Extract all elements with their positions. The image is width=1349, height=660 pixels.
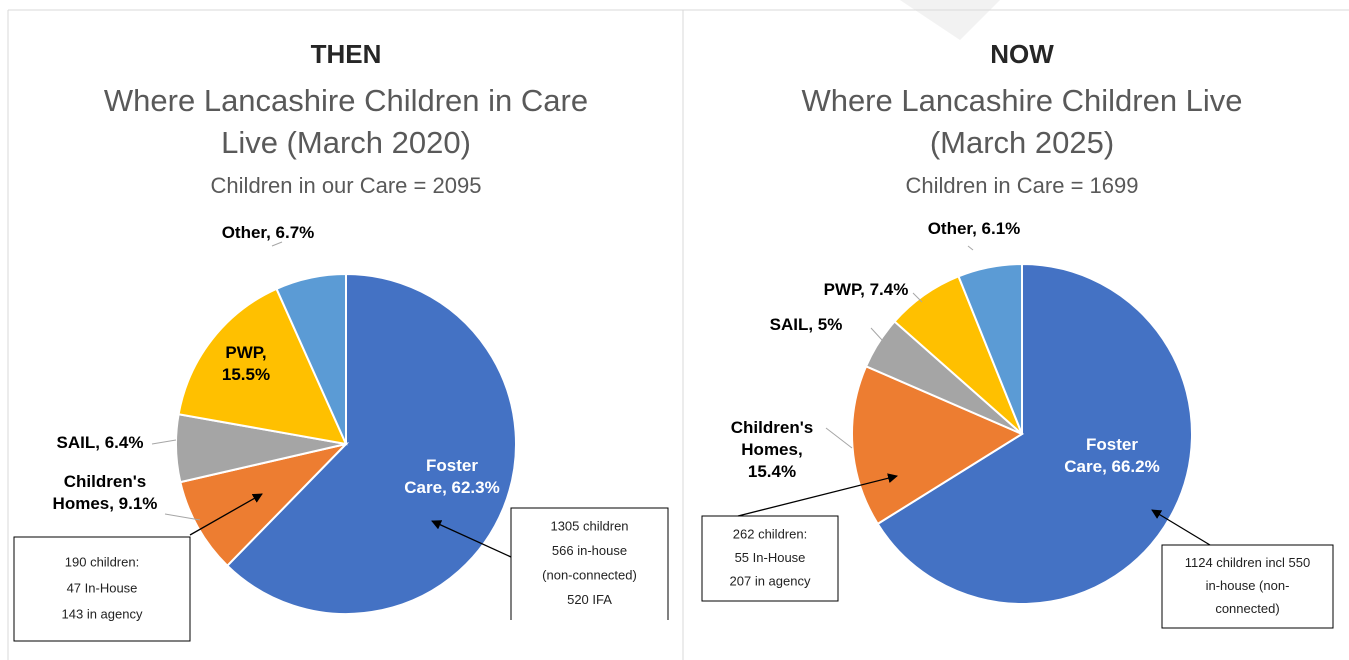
data-label: SAIL, 6.4% [57,433,144,452]
annotation-text: 190 children: [65,554,139,569]
leader-line [271,241,283,247]
data-label: SAIL, 5% [770,315,843,334]
annotation-text: connected) [1215,601,1279,616]
annotation-text: 55 In-House [735,550,806,565]
data-label: Foster Care, 62.3% [404,456,499,497]
data-label: Other, 6.7% [222,223,315,242]
pie-slice [957,262,1023,435]
data-label: Children's Homes, 15.4% [731,418,813,481]
annotation-arrow [1151,509,1211,546]
pie-slice [177,287,348,446]
pie-slice [225,272,517,615]
annotation-text: in-house (non- [1206,578,1290,593]
annotation-text: (non-connected) [542,568,637,583]
leader-line [870,327,883,341]
data-label: Foster Care, 66.2% [1064,435,1159,476]
chart-subtitle: Where Lancashire Children Live (March 202… [801,83,1242,160]
annotation-arrow [189,493,263,536]
chart-title: THEN [311,39,382,69]
pie-slice [851,364,1025,526]
pie-slice [275,272,347,445]
annotation-arrow [431,520,512,558]
annotation-text: 566 in-house [552,543,627,558]
leader-line [912,292,923,303]
data-label: PWP, 15.5% [222,343,270,384]
pie-slice [179,442,350,568]
annotation-box [13,536,191,642]
chart-subtitle: Where Lancashire Children in Care Live (M… [104,83,588,160]
leader-line [825,427,853,449]
annotation-text: 262 children: [733,526,807,541]
leader-line [967,245,974,251]
pie-slice [876,262,1193,605]
annotation-box [510,507,669,620]
annotation-text: 1124 children incl 550 [1185,555,1311,570]
chart-caption: Children in our Care = 2095 [211,173,482,198]
annotation-text: 143 in agency [62,606,143,621]
background-shape [900,0,1000,40]
data-label: Other, 6.1% [928,219,1021,238]
leader-line [164,513,201,521]
data-label: Children's Homes, 9.1% [53,472,158,513]
annotation-text: 47 In-House [67,580,138,595]
annotation-text: 1305 children [550,519,628,534]
data-label: PWP, 7.4% [824,280,909,299]
chart-caption: Children in Care = 1699 [906,173,1139,198]
annotation-arrow [737,473,898,517]
annotation-box [701,515,839,602]
annotation-text: 520 IFA [567,592,612,607]
leader-line [151,439,177,445]
annotation-box [1161,544,1334,629]
annotation-text: 207 in agency [730,574,811,589]
chart-title: NOW [990,39,1054,69]
